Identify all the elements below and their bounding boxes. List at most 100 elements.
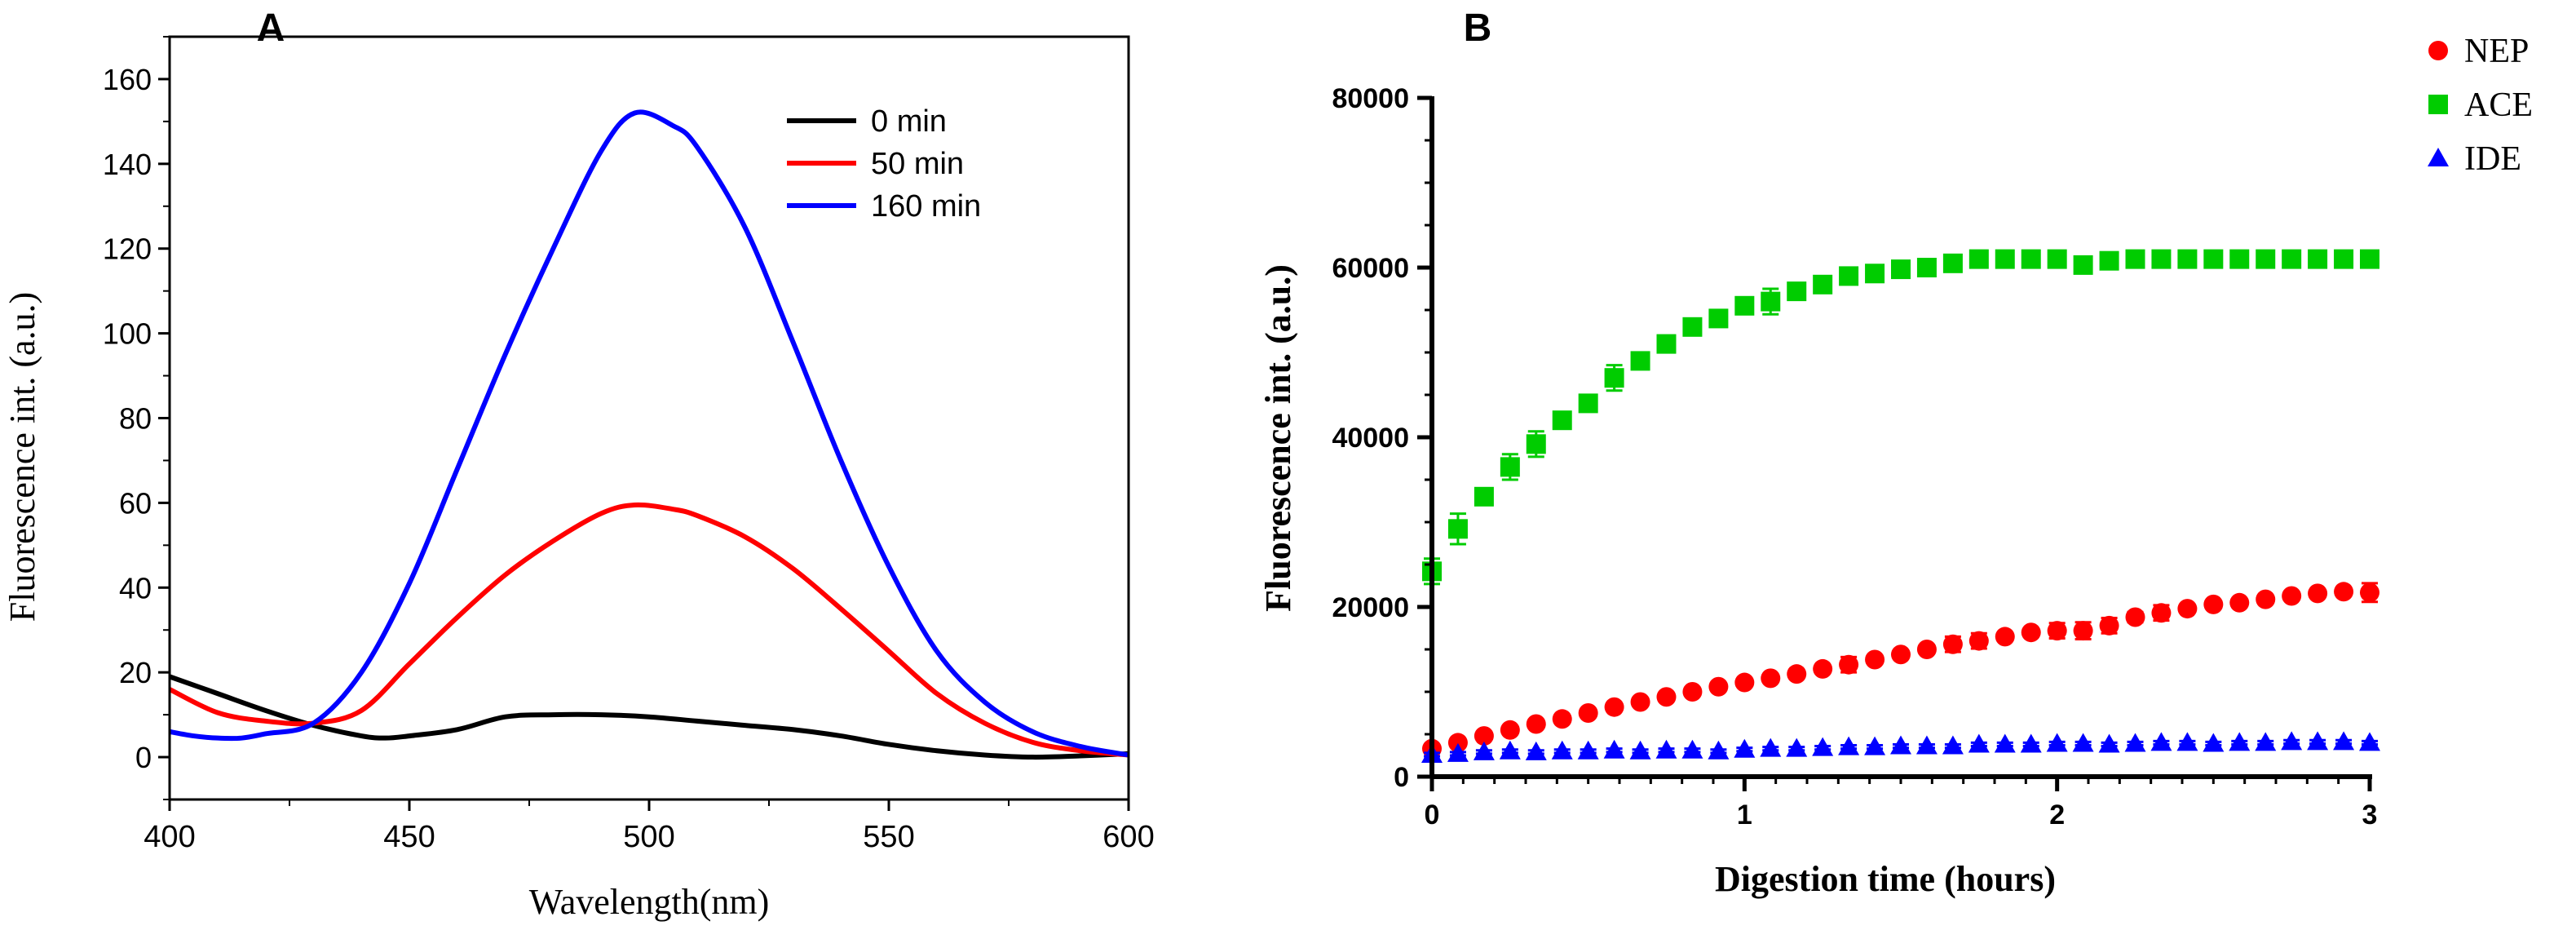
panel-b-point-NEP	[2151, 603, 2172, 623]
panel-b-y-axis-label: Fluorescence int. (a.u.)	[1258, 264, 1298, 612]
panel-b-point-ACE	[1995, 249, 2015, 269]
panel-a-x-tick-label: 500	[623, 820, 674, 854]
panel-b-y-tick-label: 40000	[1332, 423, 1409, 454]
panel-b-point-ACE	[2099, 250, 2119, 271]
panel-b-point-ACE	[2151, 249, 2172, 269]
panel-a-y-tick-label: 0	[135, 741, 152, 774]
panel-b-y-tick-label: 20000	[1332, 592, 1409, 623]
panel-b-point-ACE	[1787, 281, 1807, 302]
panel-b-point-IDE	[2255, 732, 2277, 751]
panel-a-legend-label: 0 min	[871, 104, 947, 139]
panel-b-point-IDE	[1838, 736, 1860, 755]
panel-b-point-IDE	[1577, 740, 1599, 760]
panel-b-point-ACE	[1474, 486, 1494, 507]
panel-b-point-IDE	[2150, 732, 2172, 751]
panel-b-x-tick-label: 3	[2362, 799, 2378, 830]
panel-b-point-NEP	[1526, 714, 1546, 734]
panel-b-point-ACE	[1604, 368, 1624, 388]
panel-b-point-NEP	[2177, 599, 2198, 619]
panel-b: B 0 1 2 3 0 20000 40000 60000 80000 NEP ACE IDE Di…	[1258, 7, 2533, 899]
panel-b-point-ACE	[2334, 249, 2354, 269]
panel-b-point-ACE	[1968, 249, 1989, 269]
panel-a-y-tick-label: 120	[103, 233, 152, 266]
panel-b-y-tick-label: 0	[1394, 762, 1409, 793]
panel-b-point-IDE	[1786, 737, 1808, 757]
panel-b-x-axis-label: Digestion time (hours)	[1715, 859, 2056, 899]
panel-b-point-ACE	[2073, 255, 2093, 275]
panel-b-point-IDE	[2229, 732, 2251, 751]
panel-b-point-NEP	[1734, 672, 1755, 693]
panel-b-point-IDE	[1734, 738, 1756, 758]
panel-a-x-axis-label: Wavelength(nm)	[529, 882, 770, 922]
panel-b-point-NEP	[1995, 627, 2015, 647]
panel-b-plot-area	[1421, 249, 2380, 763]
panel-a-frame	[168, 35, 1130, 801]
panel-a-plot-area	[168, 109, 1129, 760]
panel-b-point-IDE	[1864, 736, 1886, 755]
panel-b-point-NEP	[1916, 640, 1937, 659]
panel-a-series-line-160-min	[169, 109, 1129, 758]
panel-b-point-NEP	[1787, 664, 1807, 684]
panel-b-point-IDE	[1890, 735, 1911, 755]
panel-b-point-IDE	[1681, 739, 1703, 759]
panel-b-point-ACE	[1656, 334, 1677, 354]
panel-b-point-IDE	[1473, 741, 1495, 760]
panel-b-point-ACE	[1708, 308, 1729, 329]
panel-b-point-ACE	[1761, 291, 1781, 312]
panel-b-point-NEP	[2125, 607, 2145, 627]
panel-b-series-NEP	[1422, 582, 2379, 759]
panel-b-point-ACE	[1578, 393, 1598, 414]
panel-b-point-ACE	[1942, 253, 1963, 273]
panel-b-point-IDE	[2203, 733, 2225, 752]
panel-b-point-NEP	[1578, 703, 1598, 723]
panel-b-point-NEP	[2256, 589, 2276, 609]
panel-b-point-IDE	[1812, 737, 1834, 756]
panel-b-point-IDE	[1499, 740, 1521, 760]
panel-b-point-NEP	[1682, 682, 1703, 702]
panel-b-point-ACE	[1526, 434, 1546, 454]
panel-a-x-tick-label: 400	[144, 820, 195, 854]
panel-a-axes: 400 450 500 550 600 0 20 40 60 80 100 120 140 160	[103, 35, 1155, 854]
panel-b-point-IDE	[1655, 739, 1677, 759]
panel-b-point-NEP	[1656, 687, 1677, 707]
panel-b-point-NEP	[2308, 583, 2328, 604]
panel-b-point-IDE	[1994, 733, 2016, 753]
panel-b-point-IDE	[2307, 731, 2329, 751]
panel-b-point-ACE	[2360, 249, 2379, 269]
panel-b-x-tick-label: 0	[1425, 799, 1440, 830]
panel-a-y-tick-label: 40	[119, 571, 152, 605]
panel-a-y-tick-label: 100	[103, 317, 152, 351]
panel-b-y-tick-label: 60000	[1332, 253, 1409, 284]
panel-b-point-IDE	[2072, 733, 2094, 752]
panel-b-legend-marker-ACE	[2428, 95, 2448, 114]
panel-b-point-ACE	[1865, 264, 1885, 284]
panel-b-point-ACE	[2047, 249, 2067, 269]
panel-b-point-NEP	[1447, 733, 1468, 753]
panel-b-series-IDE	[1421, 731, 2380, 763]
panel-b-point-ACE	[2021, 249, 2041, 269]
panel-b-legend-label: ACE	[2464, 86, 2533, 124]
panel-b-point-IDE	[1603, 739, 1625, 759]
panel-b-point-ACE	[2282, 249, 2302, 269]
panel-b-point-IDE	[1525, 741, 1547, 760]
panel-b-point-ACE	[1734, 295, 1755, 316]
panel-b-point-IDE	[1629, 740, 1651, 760]
panel-a: A 400 450 500 550 600 0 20 40 60 80 100 120 140 160 0…	[2, 7, 1155, 922]
panel-b-point-IDE	[2359, 732, 2380, 751]
panel-b-point-NEP	[2047, 621, 2067, 641]
panel-a-x-tick-label: 600	[1102, 820, 1154, 854]
panel-b-point-NEP	[1865, 649, 1885, 670]
panel-b-point-ACE	[1916, 258, 1937, 277]
panel-b-point-NEP	[2360, 582, 2379, 603]
panel-b-point-NEP	[1552, 709, 1572, 729]
panel-b-legend-marker-NEP	[2428, 41, 2448, 60]
panel-a-y-tick-label: 80	[119, 402, 152, 436]
panel-b-legend-marker-IDE	[2428, 148, 2449, 166]
panel-b-point-NEP	[1708, 676, 1729, 697]
panel-a-legend-label: 160 min	[871, 189, 981, 224]
panel-a-y-tick-label: 60	[119, 486, 152, 520]
panel-b-point-NEP	[1968, 631, 1989, 651]
panel-b-point-IDE	[1942, 735, 1964, 755]
panel-a-legend: 0 min 50 min 160 min	[787, 104, 981, 224]
panel-a-series-line-0-min	[169, 674, 1129, 760]
